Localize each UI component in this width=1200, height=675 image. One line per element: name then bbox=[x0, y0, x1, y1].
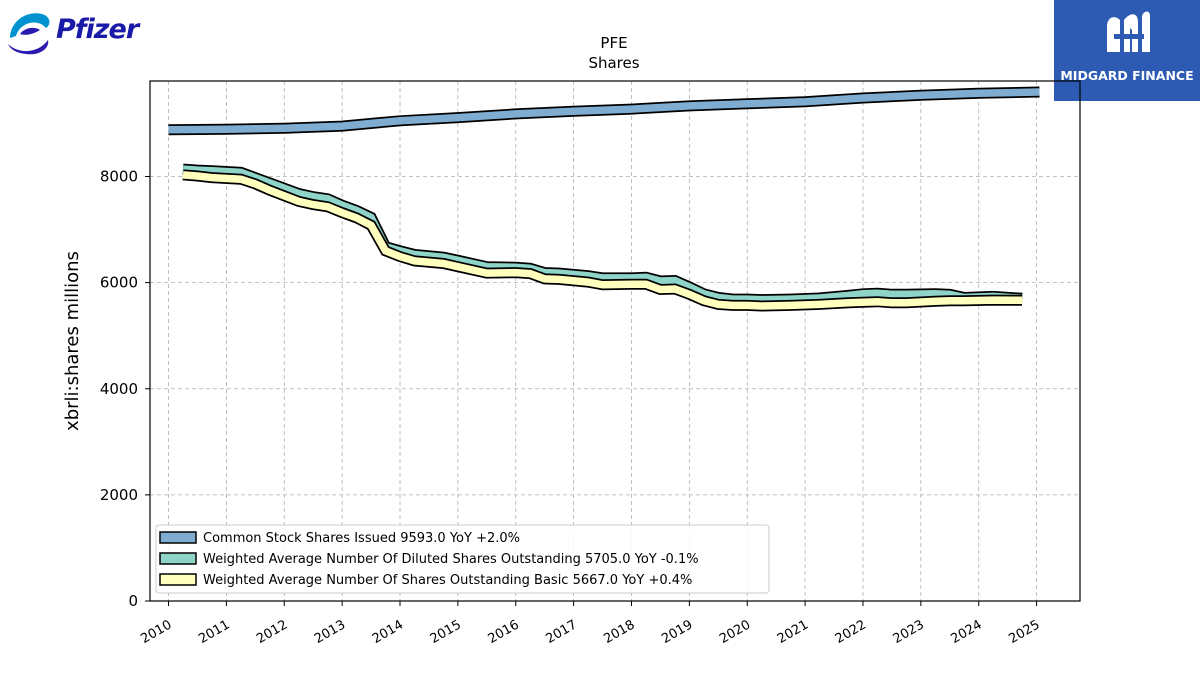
series-diluted bbox=[182, 163, 1023, 306]
x-tick-label: 2020 bbox=[717, 617, 753, 647]
series-basic-line bbox=[182, 171, 1023, 310]
x-tick-label: 2011 bbox=[196, 617, 232, 647]
midgard-wordmark: MIDGARD FINANCE bbox=[1060, 68, 1194, 83]
y-axis-label: xbrli:shares millions bbox=[62, 251, 83, 431]
pfizer-swirl-icon bbox=[8, 13, 50, 55]
x-tick-label: 2014 bbox=[370, 617, 406, 647]
series-issued bbox=[168, 86, 1040, 136]
x-tick-label: 2013 bbox=[312, 617, 348, 647]
x-tick-label: 2010 bbox=[138, 617, 174, 647]
series-issued-line bbox=[168, 88, 1040, 134]
pfizer-logo: Pfizer bbox=[4, 4, 139, 60]
series-layer bbox=[168, 86, 1040, 312]
x-tick-label: 2017 bbox=[543, 617, 579, 647]
chart-subtitle: Shares bbox=[588, 54, 639, 72]
x-tick-label: 2025 bbox=[1006, 617, 1042, 647]
x-tick-label: 2019 bbox=[659, 617, 695, 647]
plot-frame bbox=[149, 80, 1081, 602]
y-tick-label: 0 bbox=[128, 592, 138, 610]
midgard-finance-logo: MIDGARD FINANCE bbox=[1054, 0, 1200, 101]
x-tick-label: 2018 bbox=[601, 617, 637, 647]
legend-swatch-issued bbox=[159, 531, 197, 544]
grid bbox=[150, 81, 1080, 601]
y-tick-label: 4000 bbox=[100, 380, 138, 398]
midgard-mark-icon bbox=[1107, 11, 1150, 52]
series-diluted-line bbox=[182, 165, 1023, 304]
x-tick-label: 2016 bbox=[486, 617, 522, 647]
x-tick-label: 2012 bbox=[254, 617, 290, 647]
legend-swatch-basic bbox=[159, 573, 197, 586]
x-tick-label: 2023 bbox=[891, 617, 927, 647]
series-basic bbox=[182, 169, 1023, 312]
pfizer-wordmark: Pfizer bbox=[56, 14, 139, 45]
legend-swatch-diluted bbox=[159, 552, 197, 565]
legend: Common Stock Shares Issued 9593.0 YoY +2… bbox=[155, 524, 770, 594]
y-tick-label: 6000 bbox=[100, 274, 138, 292]
legend-label-basic: Weighted Average Number Of Shares Outsta… bbox=[203, 573, 692, 588]
x-tick-label: 2024 bbox=[949, 617, 985, 647]
x-tick-label: 2015 bbox=[428, 617, 464, 647]
chart-title: PFE bbox=[600, 34, 627, 52]
legend-label-diluted: Weighted Average Number Of Diluted Share… bbox=[203, 552, 699, 567]
x-tick-label: 2021 bbox=[775, 617, 811, 647]
y-tick-label: 2000 bbox=[100, 486, 138, 504]
legend-label-issued: Common Stock Shares Issued 9593.0 YoY +2… bbox=[203, 531, 520, 546]
legend-box bbox=[155, 524, 770, 594]
x-tick-label: 2022 bbox=[833, 617, 869, 647]
y-tick-label: 8000 bbox=[100, 168, 138, 186]
